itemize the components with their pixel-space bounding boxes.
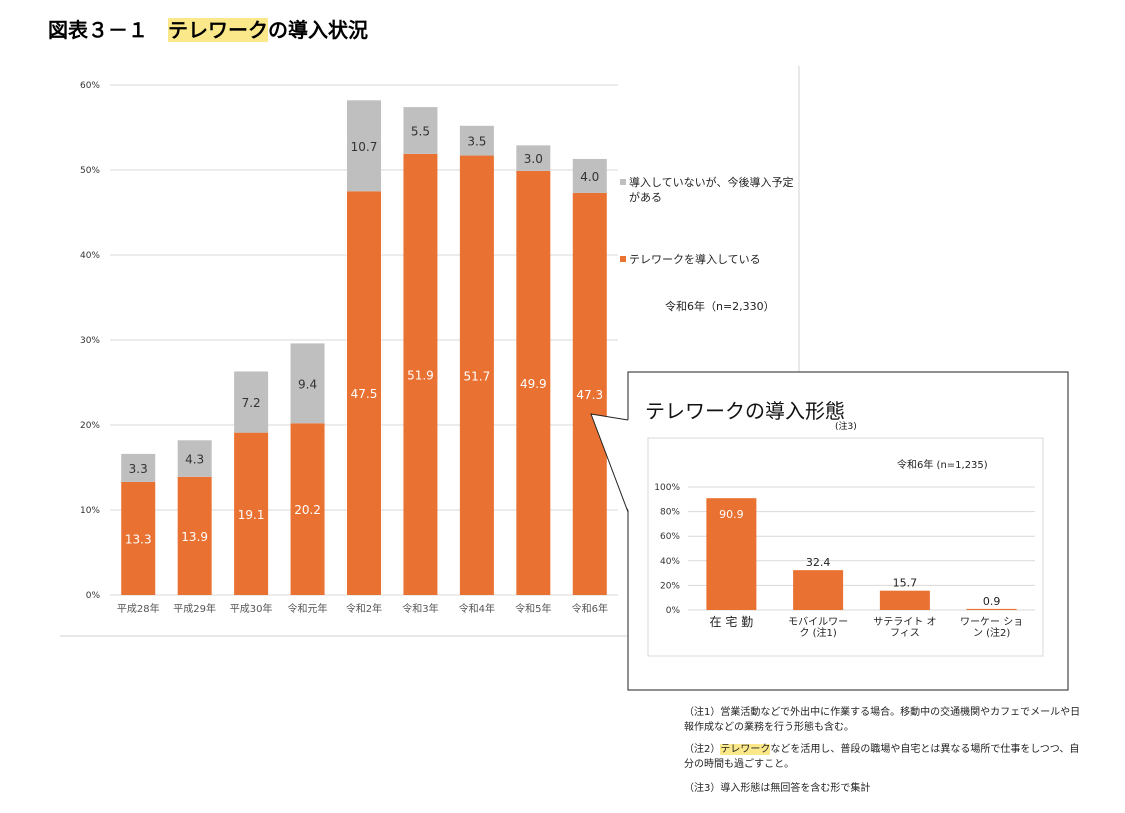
title-part: 図表３－１ [48,18,168,42]
bar-segment [516,145,551,171]
bar-segment [347,191,381,595]
bar-segment [177,440,212,477]
bar-segment [121,453,156,482]
y-tick-label: 10% [80,506,100,516]
bar-segment [347,100,381,192]
y-tick-label: 50% [80,166,100,176]
data-label: 3.3 [129,462,148,476]
x-tick-label: 令和元年 [288,602,328,615]
x-tick-label: 令和2年 [346,602,382,615]
data-label: 13.3 [125,532,152,546]
y-tick-label: 0% [666,606,681,616]
data-label: 13.9 [181,530,208,544]
bar [793,570,844,610]
bar-segment [572,192,607,595]
y-tick-label: 40% [660,557,680,567]
x-tick-label: 令和6年 [572,602,608,615]
note-part: テレワーク [720,744,771,755]
data-label: 47.3 [576,388,603,402]
data-label: 4.3 [185,453,204,467]
x-tick-label: 令和3年 [402,602,438,615]
bar-segment [403,107,438,154]
data-label: 3.5 [467,135,486,149]
data-label: 7.2 [242,396,261,410]
note-part: （注2） [684,744,721,755]
bar-segment [516,170,551,595]
note: （注1）営業活動などで外出中に作業する場合。移動中の交通機関やカフェでメールや日… [684,707,1081,733]
data-label: 9.4 [298,377,317,391]
x-tick-label: サテライト オフィス [873,617,937,639]
bar-segment [121,481,156,595]
bar-segment [459,155,494,596]
bar [706,498,757,610]
bar [966,608,1017,610]
title-part: テレワーク [168,18,268,42]
x-tick-label: モバイルワーク (注1) [788,617,849,639]
x-tick-label: 令和4年 [459,602,495,615]
legend-label: 導入していないが、今後導入予定がある [629,176,794,204]
data-label: 0.9 [983,595,1001,608]
data-label: 47.5 [351,387,378,401]
x-tick-label: 在 宅 勤 [709,615,754,629]
bar-segment [177,476,212,595]
y-tick-label: 0% [86,591,101,601]
y-tick-label: 60% [80,81,100,91]
x-tick-label: 令和5年 [515,602,551,615]
note: （注3）導入形態は無回答を含む形で集計 [684,783,871,794]
data-label: 90.9 [719,508,744,521]
note: （注2）テレワークなどを活用し、普段の職場や自宅とは異なる場所で仕事をしつつ、自… [684,742,1084,772]
bar-segment [572,158,607,193]
bar-segment [459,125,494,156]
x-tick-label: 平成28年 [117,602,160,615]
data-label: 5.5 [411,124,430,138]
x-tick-label: 平成30年 [230,602,273,615]
bar-segment [234,371,269,433]
y-tick-label: 20% [80,421,100,431]
legend-label: テレワークを導入している [629,253,761,266]
data-label: 20.2 [294,503,321,517]
y-tick-label: 40% [80,251,100,261]
y-tick-label: 60% [660,532,680,542]
data-label: 51.9 [407,368,434,382]
annotation: 令和6年 (n=1,235) [897,458,988,471]
bar-segment [403,153,438,595]
callout-pointer [590,413,629,513]
data-label: 4.0 [580,170,599,184]
bar [879,590,930,610]
title-part: の導入状況 [268,18,368,42]
x-tick-label: ワーケー ション (注2) [960,617,1024,639]
data-label: 10.7 [351,140,378,154]
data-label: 51.7 [464,369,491,383]
x-tick-label: 平成29年 [173,602,216,615]
data-label: 15.7 [893,577,918,590]
bar-segment [290,343,325,424]
bar-segment [234,432,269,595]
y-tick-label: 30% [80,336,100,346]
note-part: などを活用し、普段の職場や自宅とは異なる場所で仕事をしつつ、自分の時間も過ごすこ… [684,744,1080,770]
data-label: 32.4 [806,556,831,569]
y-tick-label: 20% [660,581,680,591]
data-label: 19.1 [238,508,265,522]
bar-segment [290,423,325,595]
data-label: 49.9 [520,377,547,391]
data-label: 3.0 [524,152,543,166]
annotation: 令和6年（n=2,330） [665,299,775,313]
legend-swatch [620,179,626,185]
legend-swatch [620,256,626,262]
page-title: 図表３－１ テレワークの導入状況 [48,14,368,43]
inset-title-note: (注3) [835,420,857,432]
y-tick-label: 100% [654,483,680,493]
inset-title: テレワークの導入形態 [645,399,845,423]
y-tick-label: 80% [660,508,680,518]
